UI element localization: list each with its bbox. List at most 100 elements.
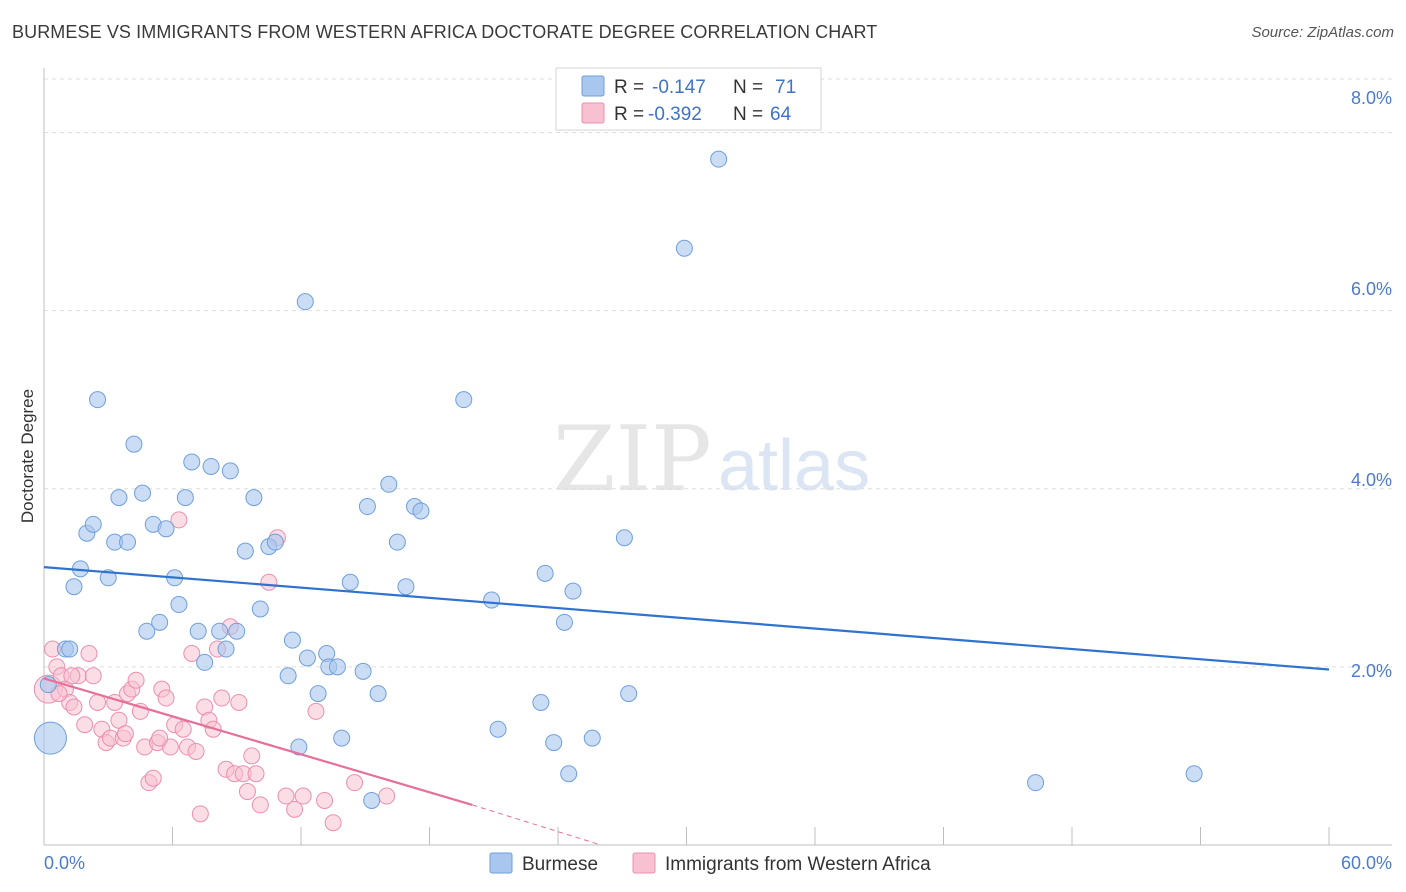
western-africa-point: [346, 774, 364, 792]
legend-n-value: 71: [775, 77, 796, 98]
western-africa-point: [80, 645, 98, 662]
burmese-point: [119, 533, 137, 551]
western-africa-point: [247, 765, 265, 783]
burmese-point: [290, 738, 308, 756]
x-tick-label-max: 60.0%: [1341, 853, 1392, 873]
series-legend: Burmese Immigrants from Western Africa: [489, 852, 931, 875]
burmese-point: [483, 591, 501, 609]
burmese-point: [555, 613, 573, 631]
burmese-point: [583, 729, 601, 747]
burmese-point: [217, 640, 235, 658]
burmese-point: [99, 569, 117, 587]
western-africa-trend-extension: [472, 804, 601, 846]
western-africa-point: [116, 725, 134, 743]
burmese-point: [196, 653, 214, 671]
western-africa-point: [324, 814, 342, 832]
burmese-point: [221, 462, 239, 480]
burmese-point: [61, 640, 79, 658]
correlation-legend: R = -0.147 N = 71 R = -0.392 N = 64: [555, 67, 822, 131]
burmese-point: [151, 613, 169, 631]
y-tick-labels: 2.0% 4.0% 6.0% 8.0%: [1351, 88, 1392, 681]
burmese-point: [309, 685, 327, 703]
burmese-point: [397, 578, 415, 596]
burmese-point: [183, 453, 201, 471]
x-tick-marks: [43, 827, 1330, 845]
western-africa-point: [243, 747, 261, 765]
burmese-point: [138, 622, 156, 640]
western-africa-point: [76, 716, 94, 734]
burmese-point: [710, 150, 728, 168]
western-africa-point: [238, 783, 256, 801]
burmese-point: [1185, 765, 1203, 783]
x-tick-label-min: 0.0%: [44, 853, 85, 873]
burmese-point: [266, 533, 284, 551]
burmese-point: [532, 693, 550, 711]
burmese-point: [412, 502, 430, 520]
legend-n-label: N =: [733, 77, 763, 98]
burmese-point: [245, 489, 263, 507]
burmese-point: [328, 658, 346, 676]
legend-n-value: 64: [770, 104, 792, 125]
watermark: ZIP atlas: [553, 407, 870, 512]
burmese-point: [388, 533, 406, 551]
western-africa-point: [294, 787, 312, 805]
western-africa-point: [307, 702, 325, 720]
western-africa-point: [187, 742, 205, 760]
burmese-point: [380, 475, 398, 493]
burmese-point: [89, 391, 107, 409]
bottom-legend-label-burmese: Burmese: [522, 854, 598, 875]
burmese-point: [333, 729, 351, 747]
burmese-point: [341, 573, 359, 591]
western-africa-point: [157, 689, 175, 707]
western-africa-point: [63, 667, 81, 685]
western-africa-point: [84, 667, 102, 685]
burmese-point: [84, 515, 102, 533]
western-africa-trend-line: [43, 677, 473, 806]
legend-r-value: -0.392: [648, 104, 702, 125]
burmese-point: [354, 662, 372, 680]
burmese-point: [489, 720, 507, 738]
burmese-point: [236, 542, 254, 560]
burmese-point: [251, 600, 269, 618]
y-axis-label: Doctorate Degree: [18, 389, 37, 523]
burmese-point: [615, 529, 633, 547]
western-africa-point: [144, 769, 162, 787]
burmese-point: [536, 564, 554, 582]
burmese-point: [620, 685, 638, 703]
watermark-zip: ZIP: [553, 407, 712, 512]
western-africa-point: [230, 693, 248, 711]
western-africa-point: [127, 671, 145, 689]
burmese-point: [202, 457, 220, 475]
western-africa-point: [183, 645, 201, 662]
western-africa-point: [151, 729, 169, 747]
source-label: Source: ZipAtlas.com: [1251, 24, 1394, 41]
burmese-point: [33, 721, 67, 755]
burmese-point: [363, 791, 381, 809]
western-africa-point: [316, 791, 334, 809]
western-africa-point: [260, 573, 278, 591]
burmese-point: [170, 596, 188, 614]
burmese-point: [455, 391, 473, 409]
legend-swatch-burmese: [581, 75, 605, 97]
western-africa-point: [65, 698, 83, 716]
bottom-legend-label-western-africa: Immigrants from Western Africa: [665, 854, 931, 875]
burmese-point: [564, 582, 582, 600]
legend-swatch-western-africa: [581, 102, 605, 124]
legend-r-label: R =: [614, 77, 644, 98]
bottom-legend-swatch-burmese: [489, 852, 513, 874]
western-africa-point: [170, 511, 188, 529]
y-tick-label: 2.0%: [1351, 661, 1392, 681]
burmese-point: [279, 667, 297, 685]
trend-lines: [43, 566, 1330, 846]
western-africa-point: [286, 800, 304, 818]
legend-r-value: -0.147: [652, 77, 706, 98]
burmese-point: [296, 293, 314, 311]
burmese-point: [228, 622, 246, 640]
y-tick-label: 4.0%: [1351, 470, 1392, 490]
burmese-point: [358, 498, 376, 516]
burmese-point: [283, 631, 301, 649]
burmese-point: [157, 520, 175, 538]
western-africa-point: [277, 787, 295, 805]
series-burmese-points: [33, 150, 1203, 809]
